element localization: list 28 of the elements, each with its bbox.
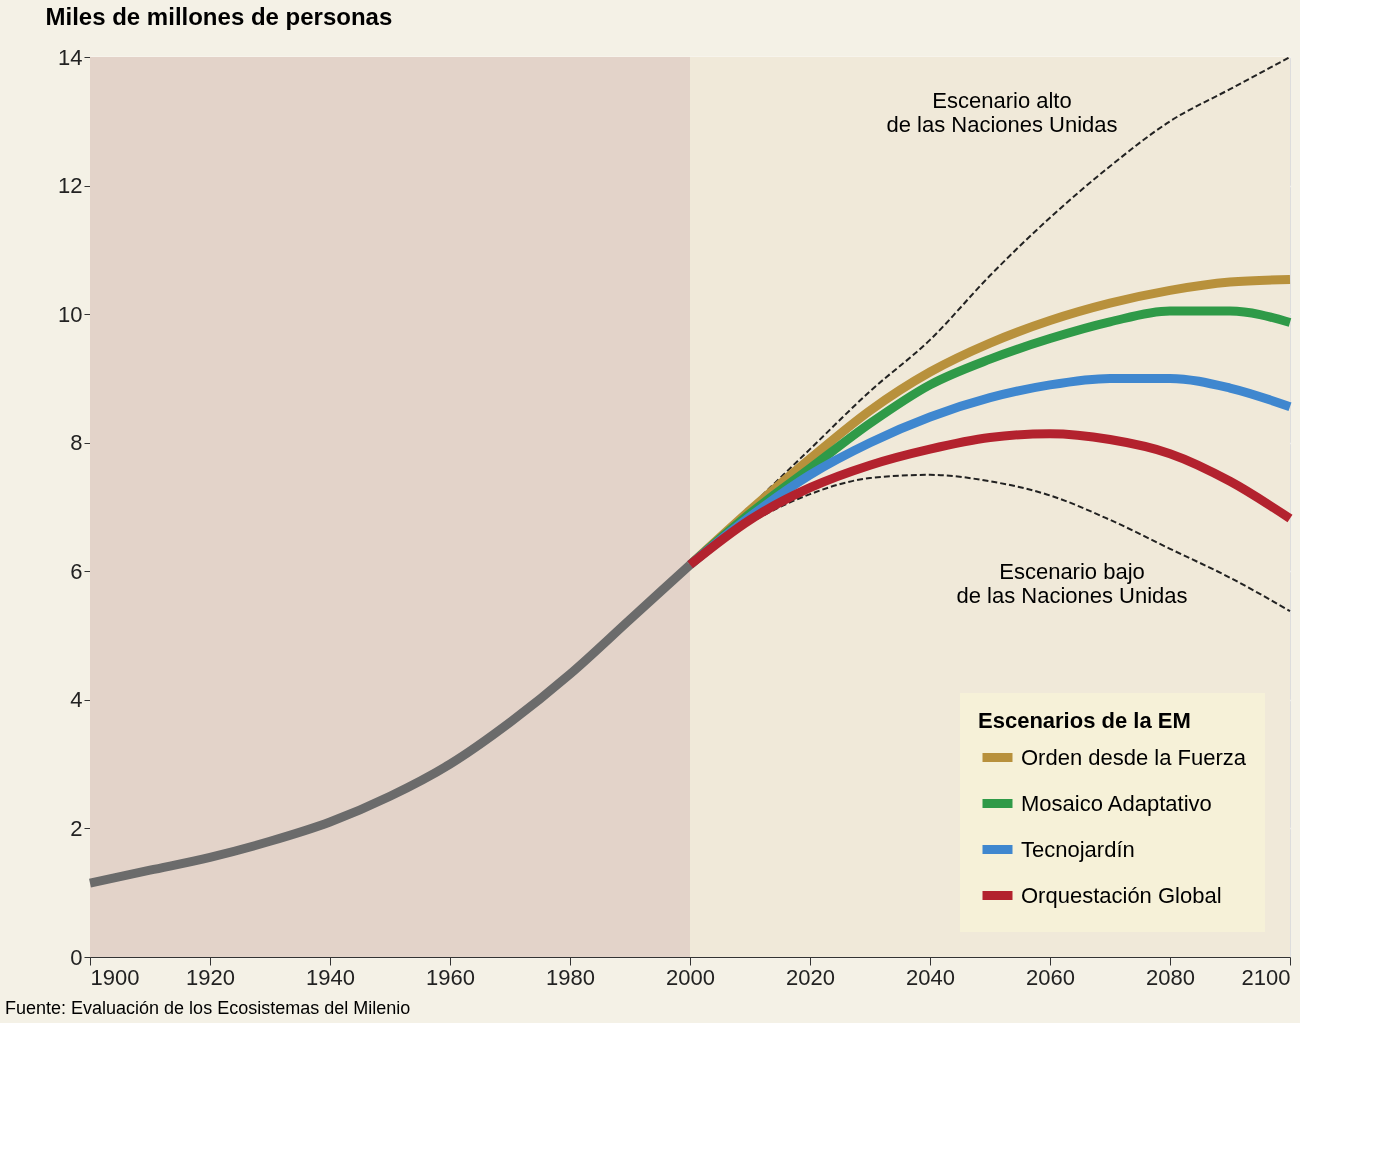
x-tick-label: 1940 (306, 964, 355, 990)
x-tick-label: 2100 (1241, 964, 1291, 990)
y-tick-label: 8 (70, 430, 83, 456)
x-tick-label: 2080 (1146, 964, 1195, 990)
y-tick-label: 14 (58, 44, 83, 70)
x-tick-label: 1920 (186, 964, 235, 990)
y-tick-label: 0 (70, 944, 83, 970)
x-tick-label: 1980 (546, 964, 595, 990)
x-tick-label: 2000 (666, 964, 715, 990)
y-axis-title: Miles de millones de personas (45, 2, 393, 30)
x-tick-label: 1960 (426, 964, 475, 990)
legend-label: Orden desde la Fuerza (1021, 744, 1247, 770)
legend-label: Orquestación Global (1021, 882, 1222, 908)
x-tick-label: 2040 (906, 964, 955, 990)
x-tick-label: 1900 (90, 964, 140, 990)
x-tick-label: 2020 (786, 964, 835, 990)
legend-label: Mosaico Adaptativo (1021, 790, 1212, 816)
y-tick-label: 12 (58, 173, 83, 199)
source-note: Fuente: Evaluación de los Ecosistemas del Milenio (5, 998, 411, 1018)
annotation: Escenario alto de las Naciones Unidas (886, 88, 1118, 138)
y-tick-label: 6 (70, 558, 83, 584)
x-tick-label: 2060 (1026, 964, 1075, 990)
legend-title: Escenarios de la EM (978, 708, 1191, 733)
legend-label: Tecnojardín (1021, 836, 1135, 862)
y-tick-label: 2 (70, 815, 83, 841)
y-tick-label: 10 (58, 301, 83, 327)
y-tick-label: 4 (70, 687, 83, 713)
annotation: Escenario bajo de las Naciones Unidas (956, 559, 1188, 609)
